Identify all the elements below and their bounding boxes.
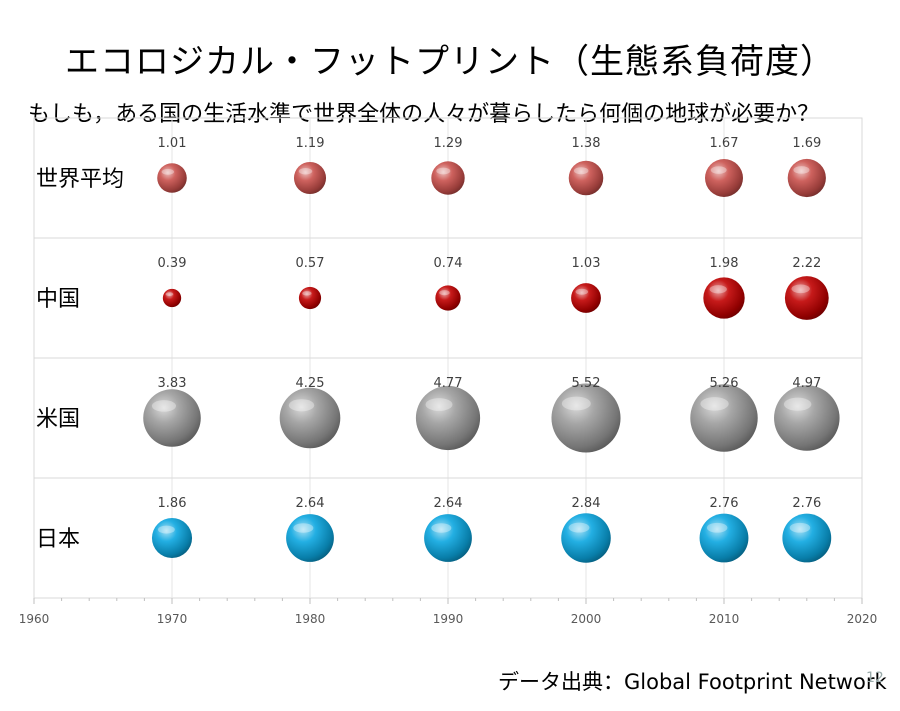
data-label: 2.76 xyxy=(792,496,821,511)
bubble xyxy=(784,276,829,320)
x-tick-label: 2020 xyxy=(847,612,878,626)
data-label: 1.38 xyxy=(572,136,601,151)
data-label: 3.83 xyxy=(158,376,187,391)
bubble xyxy=(571,283,601,313)
bubble xyxy=(279,387,341,449)
data-label: 1.98 xyxy=(710,256,739,271)
row-label: 世界平均 xyxy=(36,167,124,192)
data-label: 1.01 xyxy=(158,136,187,151)
bubble xyxy=(415,385,481,451)
bubble xyxy=(435,285,461,311)
data-source: データ出典：Global Footprint Network xyxy=(498,670,887,694)
bubble xyxy=(162,288,182,308)
data-label: 1.03 xyxy=(572,256,601,271)
bubble xyxy=(782,513,832,563)
page-number: 12 xyxy=(866,670,884,686)
data-label: 1.86 xyxy=(158,496,187,511)
data-label: 5.52 xyxy=(572,376,601,391)
bubble xyxy=(551,383,621,453)
data-label: 2.84 xyxy=(572,496,601,511)
data-label: 2.22 xyxy=(792,256,821,271)
x-tick-label: 2010 xyxy=(709,612,740,626)
x-tick-label: 2000 xyxy=(571,612,602,626)
row-label: 米国 xyxy=(36,407,80,432)
bubble xyxy=(787,158,826,198)
x-tick-label: 1970 xyxy=(157,612,188,626)
bubble xyxy=(151,517,193,559)
data-label: 5.26 xyxy=(710,376,739,391)
bubble xyxy=(424,514,472,562)
bubble xyxy=(774,385,840,451)
chart-title: エコロジカル・フットプリント（生態系負荷度） xyxy=(65,42,835,82)
x-tick-label: 1960 xyxy=(19,612,50,626)
data-label: 1.19 xyxy=(296,136,325,151)
row-label: 日本 xyxy=(36,527,80,552)
data-label: 0.74 xyxy=(434,256,463,271)
data-label: 4.97 xyxy=(792,376,821,391)
bubble xyxy=(690,384,758,452)
data-label: 1.29 xyxy=(434,136,463,151)
bubble xyxy=(705,159,743,197)
data-label: 2.64 xyxy=(434,496,463,511)
bubble xyxy=(293,161,327,195)
bubble xyxy=(568,160,604,196)
chart-subtitle: もしも，ある国の生活水準で世界全体の人々が暮らしたら何個の地球が必要か？ xyxy=(28,102,820,127)
data-label: 0.57 xyxy=(296,256,325,271)
data-label: 4.25 xyxy=(296,376,325,391)
bubble xyxy=(157,163,187,193)
row-label: 中国 xyxy=(36,287,80,312)
data-label: 1.69 xyxy=(792,136,821,151)
bubble xyxy=(143,389,201,447)
x-tick-label: 1990 xyxy=(433,612,464,626)
bubble xyxy=(699,513,749,563)
bubble xyxy=(298,286,322,310)
data-label: 2.76 xyxy=(710,496,739,511)
bubble xyxy=(286,514,334,562)
data-label: 1.67 xyxy=(710,136,739,151)
bubble xyxy=(561,513,611,563)
x-tick-label: 1980 xyxy=(295,612,326,626)
data-label: 4.77 xyxy=(434,376,463,391)
bubble xyxy=(431,161,465,195)
data-label: 2.64 xyxy=(296,496,325,511)
data-label: 0.39 xyxy=(158,256,187,271)
bubble xyxy=(703,277,745,319)
